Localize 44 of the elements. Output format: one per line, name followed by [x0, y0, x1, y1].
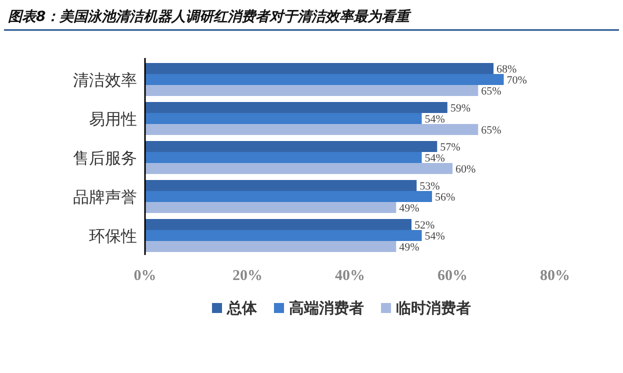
- bar: [145, 191, 432, 202]
- bar: [145, 124, 478, 135]
- data-label: 59%: [450, 102, 471, 114]
- bar: [145, 113, 422, 124]
- bar: [145, 219, 412, 230]
- data-label: 54%: [424, 230, 445, 242]
- data-label: 60%: [456, 164, 476, 176]
- data-label: 65%: [481, 86, 502, 98]
- data-label: 49%: [399, 202, 420, 214]
- x-tick-label: 20%: [232, 268, 262, 284]
- y-tick-label: 易用性: [89, 110, 137, 128]
- data-label: 65%: [481, 124, 502, 136]
- bar: [145, 163, 452, 174]
- bar: [145, 230, 422, 241]
- data-label: 54%: [424, 152, 445, 164]
- y-tick-label: 品牌声誉: [73, 188, 137, 206]
- bar: [145, 180, 417, 191]
- bar: [145, 74, 504, 85]
- y-tick-label: 清洁效率: [73, 70, 137, 90]
- bar: [145, 63, 494, 74]
- bar: [145, 141, 438, 152]
- data-label: 56%: [435, 192, 456, 204]
- x-tick-label: 40%: [335, 268, 365, 284]
- x-tick-label: 60%: [438, 268, 468, 284]
- x-tick-label: 80%: [540, 268, 570, 284]
- legend-label: 临时消费者: [396, 299, 471, 317]
- x-tick-label: 0%: [134, 268, 156, 284]
- data-label: 53%: [420, 180, 440, 192]
- y-tick-label: 环保性: [89, 226, 137, 246]
- data-label: 49%: [399, 242, 420, 254]
- data-label: 57%: [440, 142, 460, 154]
- data-label: 52%: [414, 220, 435, 232]
- chart-title: 图表8：美国泳池清洁机器人调研红消费者对于清洁效率最为看重: [8, 8, 412, 25]
- data-label: 54%: [424, 114, 445, 126]
- bar: [145, 152, 422, 163]
- bar: [145, 241, 396, 252]
- data-label: 70%: [506, 74, 527, 86]
- legend-label: 高端消费者: [289, 299, 364, 317]
- bar: [145, 85, 478, 96]
- bar: [145, 102, 448, 113]
- y-tick-label: 售后服务: [73, 148, 137, 168]
- legend-label: 总体: [226, 299, 258, 317]
- data-label: 68%: [496, 64, 517, 76]
- bar: [145, 202, 396, 213]
